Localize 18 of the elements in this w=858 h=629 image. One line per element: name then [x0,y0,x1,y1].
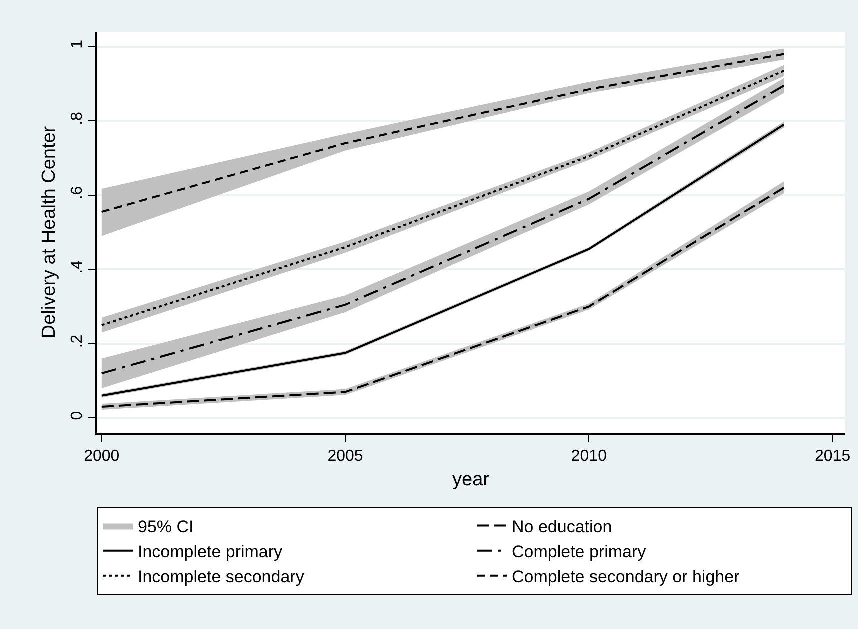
y-tick-label: .2 [68,334,86,348]
legend-label: Incomplete secondary [138,568,305,587]
y-axis-title: Delivery at Health Center [39,126,60,339]
legend-label: Incomplete primary [138,542,284,562]
legend-label: Complete primary [512,542,647,562]
x-axis-title: year [452,469,490,490]
y-tick-label: 1 [68,40,86,49]
y-tick-label: .8 [68,112,86,126]
x-tick-label: 2010 [571,448,608,465]
x-tick-label: 2005 [328,448,364,465]
text: 95% CI [138,517,194,536]
x-tick-label: 2000 [84,448,120,465]
legend-label: Complete secondary or higher [512,568,740,587]
legend-label: No education [512,517,612,536]
x-tick-label: 2015 [815,448,851,465]
y-tick-label: .6 [68,186,86,200]
y-tick-label: 0 [68,411,86,420]
y-tick-label: .4 [68,260,86,274]
